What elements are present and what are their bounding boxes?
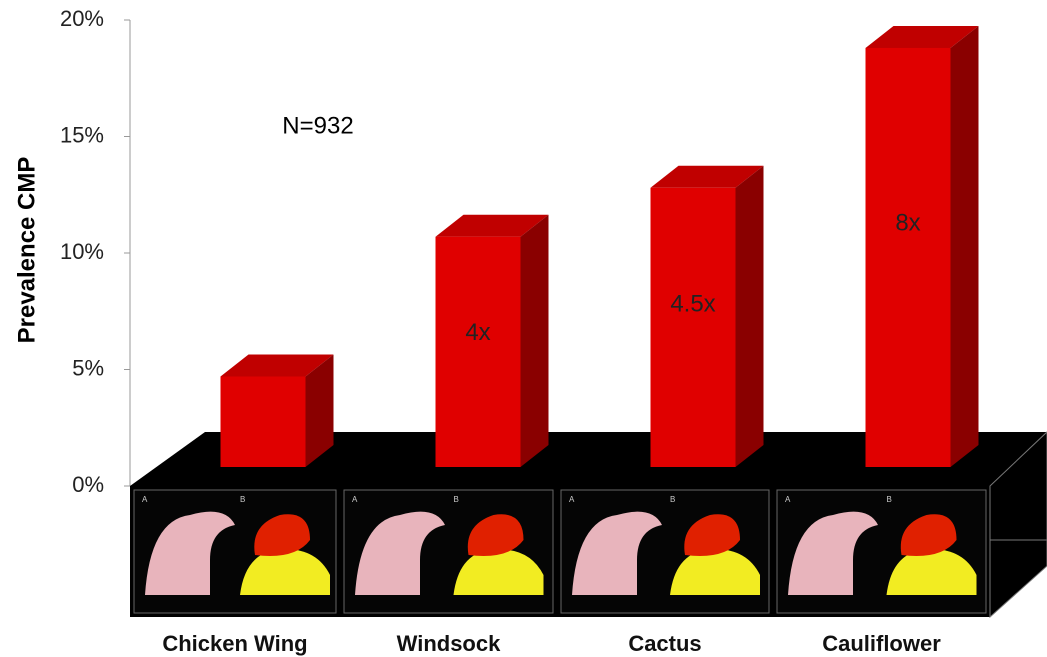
x-tick-label: Cauliflower: [822, 631, 941, 656]
anatomy-b-yellow: [240, 549, 330, 595]
anatomy-b-red: [900, 514, 957, 556]
panel-label: A: [569, 495, 575, 504]
floor: [130, 432, 1047, 486]
bar-top: [865, 25, 979, 48]
panel-label: B: [240, 495, 245, 504]
anatomy-a: [788, 511, 878, 595]
x-tick-label: Windsock: [397, 631, 501, 656]
bar-top: [220, 354, 334, 377]
panel-label: B: [454, 495, 459, 504]
anatomy-b-red: [467, 514, 524, 556]
y-tick-label: 20%: [60, 6, 104, 31]
panel-label: A: [785, 495, 791, 504]
panel-label: A: [352, 495, 358, 504]
y-tick-label: 0%: [72, 472, 104, 497]
bar-top: [435, 214, 549, 237]
y-tick-label: 15%: [60, 122, 104, 147]
bar-side: [950, 25, 979, 468]
bar: [435, 236, 521, 467]
y-tick-label: 5%: [72, 355, 104, 380]
floor-side: [989, 431, 1047, 619]
anatomy-a: [145, 511, 235, 595]
anatomy-b-yellow: [453, 549, 544, 595]
anatomy-b-red: [254, 514, 310, 556]
anatomy-b-red: [684, 514, 740, 556]
bar-label: 4x: [465, 319, 490, 346]
anatomy-b-yellow: [670, 549, 760, 595]
bar-side: [735, 165, 764, 467]
y-axis-label: Prevalence CMP: [13, 157, 40, 344]
bar-label: 4.5x: [670, 290, 715, 317]
annotation: N=932: [282, 112, 353, 139]
panel-label: B: [670, 495, 675, 504]
bar-side: [520, 214, 549, 467]
bar: [865, 47, 951, 468]
bar: [650, 187, 736, 467]
anatomy-a: [572, 511, 662, 595]
bar-side: [305, 354, 334, 467]
x-tick-label: Cactus: [628, 631, 701, 656]
anatomy-b-yellow: [886, 549, 977, 595]
panel-label: A: [142, 495, 148, 504]
bar: [220, 376, 306, 467]
x-tick-label: Chicken Wing: [162, 631, 307, 656]
anatomy-a: [355, 511, 445, 595]
panel-label: B: [887, 495, 892, 504]
bar-top: [650, 165, 764, 188]
bar-label: 8x: [895, 209, 920, 236]
y-tick-label: 10%: [60, 239, 104, 264]
